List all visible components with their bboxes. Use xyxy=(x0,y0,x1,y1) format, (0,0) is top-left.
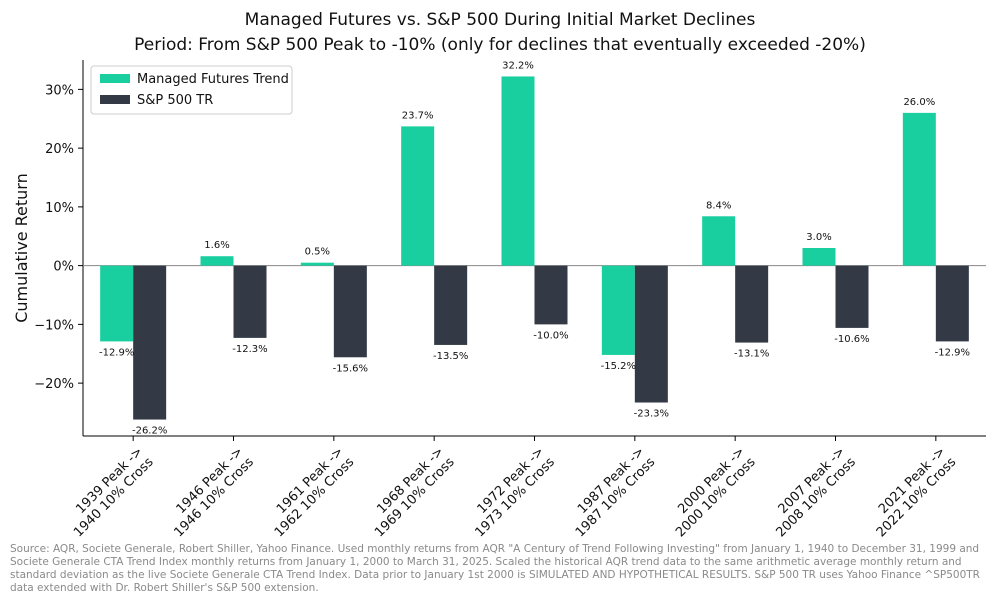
bar-sp500 xyxy=(233,265,267,338)
bar-sp500 xyxy=(333,265,367,358)
bar-managed-futures xyxy=(300,262,334,266)
data-label-sp500: -13.5% xyxy=(433,351,468,362)
x-tick-label: 2007 Peak ->2008 10% Cross xyxy=(763,444,859,540)
data-label-managed-futures: 32.2% xyxy=(502,60,534,71)
data-label-managed-futures: 8.4% xyxy=(706,200,731,211)
data-label-managed-futures: -12.9% xyxy=(99,347,134,358)
source-note: Source: AQR, Societe Generale, Robert Sh… xyxy=(10,543,980,594)
data-label-managed-futures: 1.6% xyxy=(204,240,229,251)
y-tick-label: 0% xyxy=(53,260,74,275)
bar-managed-futures xyxy=(802,248,836,266)
bar-managed-futures xyxy=(200,256,234,266)
bar-sp500 xyxy=(434,265,468,345)
data-label-sp500: -13.1% xyxy=(734,349,769,360)
x-tick-label: 1961 Peak ->1962 10% Cross xyxy=(261,444,357,540)
bar-sp500 xyxy=(835,265,869,328)
legend-box xyxy=(90,65,293,115)
bar-managed-futures xyxy=(902,112,936,266)
bar-sp500 xyxy=(735,265,769,343)
y-tick-label: −20% xyxy=(34,377,74,392)
bar-sp500 xyxy=(133,265,167,420)
x-tick-label: 1946 Peak ->1946 10% Cross xyxy=(161,444,257,540)
data-label-sp500: -26.2% xyxy=(132,426,167,437)
data-label-managed-futures: -15.2% xyxy=(601,361,636,372)
data-label-sp500: -12.3% xyxy=(232,344,267,355)
y-tick-label: −10% xyxy=(34,318,74,333)
legend-swatch xyxy=(100,74,130,83)
data-label-managed-futures: 26.0% xyxy=(903,97,935,108)
data-label-sp500: -15.6% xyxy=(333,363,368,374)
data-label-sp500: -23.3% xyxy=(634,409,669,420)
bar-managed-futures xyxy=(702,216,736,266)
legend-swatch xyxy=(100,95,130,104)
bar-managed-futures xyxy=(401,126,435,266)
x-tick-label: 1972 Peak ->1973 10% Cross xyxy=(462,444,558,540)
data-label-managed-futures: 23.7% xyxy=(402,110,434,121)
data-label-sp500: -10.0% xyxy=(533,330,568,341)
legend-label: S&P 500 TR xyxy=(137,93,213,108)
chart-title: Managed Futures vs. S&P 500 During Initi… xyxy=(244,10,756,30)
x-tick-label: 2021 Peak ->2022 10% Cross xyxy=(863,444,959,540)
chart-subtitle: Period: From S&P 500 Peak to -10% (only … xyxy=(134,35,866,55)
x-tick-label: 1939 Peak ->1940 10% Cross xyxy=(61,444,157,540)
y-tick-label: 20% xyxy=(45,142,74,157)
x-tick-label: 1968 Peak ->1969 10% Cross xyxy=(362,444,458,540)
y-tick-label: 10% xyxy=(45,201,74,216)
y-tick-label: 30% xyxy=(45,83,74,98)
y-axis-title: Cumulative Return xyxy=(12,173,31,323)
data-label-managed-futures: 3.0% xyxy=(806,232,831,243)
bar-managed-futures xyxy=(601,265,635,355)
bar-sp500 xyxy=(534,265,568,325)
bar-sp500 xyxy=(935,265,969,342)
x-tick-label: 2000 Peak ->2000 10% Cross xyxy=(663,444,759,540)
bar-sp500 xyxy=(634,265,668,403)
x-tick-label: 1987 Peak ->1987 10% Cross xyxy=(562,444,658,540)
data-label-sp500: -10.6% xyxy=(834,334,869,345)
bar-managed-futures xyxy=(100,265,134,342)
legend-label: Managed Futures Trend xyxy=(137,72,289,87)
bar-managed-futures xyxy=(501,76,535,266)
data-label-managed-futures: 0.5% xyxy=(305,247,330,258)
data-label-sp500: -12.9% xyxy=(935,347,970,358)
